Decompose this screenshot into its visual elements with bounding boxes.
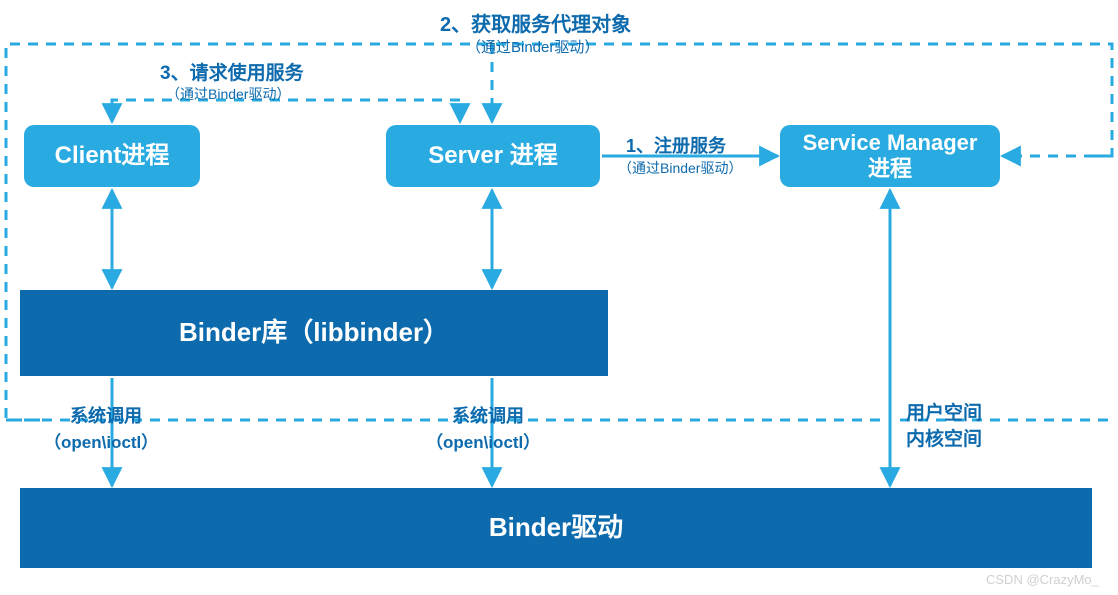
label-step1-sub: （通过Binder驱动） [618,158,742,178]
label-kernel-space: 内核空间 [906,424,982,451]
node-sm-label: Service Manager 进程 [803,130,978,183]
node-client-label: Client进程 [55,142,170,171]
label-step1: 1、注册服务 [626,132,726,158]
label-user-space: 用户空间 [906,398,982,425]
label-step2: 2、获取服务代理对象 [440,8,631,37]
label-step3-sub: （通过Binder驱动） [166,84,290,104]
label-syscall-2-sub: （open\ioctl） [426,428,540,453]
label-syscall-2: 系统调用 [452,402,524,428]
node-service-manager: Service Manager 进程 [780,125,1000,187]
label-syscall-1-sub: （open\ioctl） [44,428,158,453]
node-server: Server 进程 [386,125,600,187]
node-client: Client进程 [24,125,200,187]
watermark: CSDN @CrazyMo_ [986,572,1099,587]
node-server-label: Server 进程 [428,142,557,171]
node-lib-label: Binder库（libbinder） [179,317,449,348]
node-binder-driver: Binder驱动 [20,488,1092,568]
label-step3: 3、请求使用服务 [160,58,304,85]
node-driver-label: Binder驱动 [489,512,623,543]
node-libbinder: Binder库（libbinder） [20,290,608,376]
label-syscall-1: 系统调用 [70,402,142,428]
label-step2-sub: （通过Binder驱动） [466,36,599,57]
